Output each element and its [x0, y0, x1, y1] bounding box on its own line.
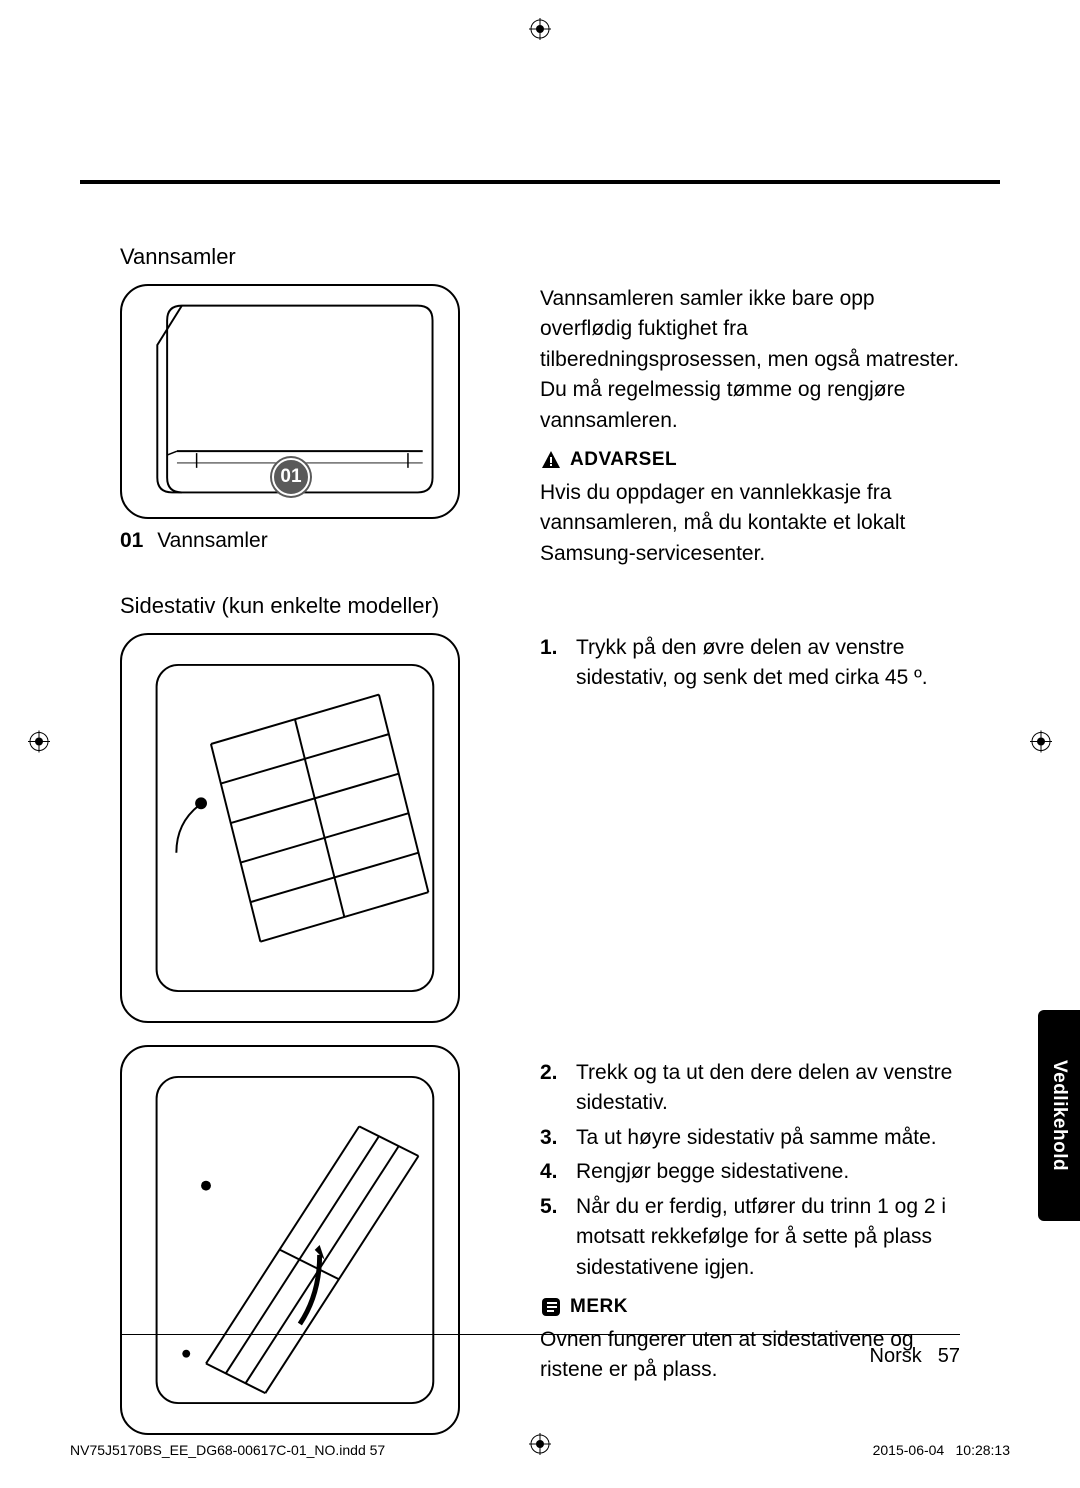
section1-left: 01 01 Vannsamler — [120, 284, 490, 569]
content-area: Vannsamler 01 01 V — [80, 184, 1000, 1435]
section1-heading: Vannsamler — [120, 244, 960, 270]
section1-row: 01 01 Vannsamler Vannsamleren samler ikk… — [120, 284, 960, 569]
illustration-sidestativ-2 — [120, 1045, 460, 1435]
registration-mark-left — [28, 731, 50, 758]
registration-mark-top — [529, 18, 551, 45]
warning-heading: ADVARSEL — [540, 446, 960, 474]
section1-right: Vannsamleren samler ikke bare opp overfl… — [540, 284, 960, 569]
warning-label: ADVARSEL — [570, 446, 677, 474]
section1-para: Vannsamleren samler ikke bare opp overfl… — [540, 284, 960, 436]
step-list-2: 2.Trekk og ta ut den dere delen av venst… — [540, 1058, 960, 1283]
step-5: 5.Når du er ferdig, utfører du trinn 1 o… — [540, 1192, 960, 1283]
step-4: 4.Rengjør begge sidestativene. — [540, 1157, 960, 1187]
footer: Norsk 57 — [120, 1334, 960, 1368]
step-3: 3.Ta ut høyre sidestativ på samme måte. — [540, 1123, 960, 1153]
warning-text: Hvis du oppdager en vannlekkasje fra van… — [540, 478, 960, 569]
section2-row1: 1.Trykk på den øvre delen av venstre sid… — [120, 633, 960, 1435]
caption-num: 01 — [120, 529, 143, 552]
caption-text: Vannsamler — [157, 529, 268, 552]
illustration-sidestativ-1 — [120, 633, 460, 1023]
note-label: MERK — [570, 1293, 628, 1321]
slug-right: 2015-06-04 10:28:13 — [873, 1442, 1010, 1458]
slug-left: NV75J5170BS_EE_DG68-00617C-01_NO.indd 57 — [70, 1442, 385, 1458]
section2-left — [120, 633, 490, 1435]
footer-page: 57 — [938, 1345, 960, 1368]
note-icon — [540, 1296, 562, 1318]
warning-icon — [540, 449, 562, 471]
caption-01: 01 Vannsamler — [120, 529, 490, 553]
note-heading: MERK — [540, 1293, 960, 1321]
section2-right: 1.Trykk på den øvre delen av venstre sid… — [540, 633, 960, 1435]
page-frame: Vannsamler 01 01 V — [80, 70, 1000, 1368]
callout-badge-01: 01 — [272, 458, 310, 496]
footer-lang: Norsk — [870, 1345, 922, 1368]
registration-mark-right — [1030, 731, 1052, 758]
step-2: 2.Trekk og ta ut den dere delen av venst… — [540, 1058, 960, 1119]
section2-heading: Sidestativ (kun enkelte modeller) — [120, 593, 960, 619]
illustration-vannsamler: 01 — [120, 284, 460, 519]
side-tab: Vedlikehold — [1038, 1010, 1080, 1221]
step-list-1: 1.Trykk på den øvre delen av venstre sid… — [540, 633, 960, 694]
step-1: 1.Trykk på den øvre delen av venstre sid… — [540, 633, 960, 694]
registration-mark-bottom — [529, 1433, 551, 1460]
